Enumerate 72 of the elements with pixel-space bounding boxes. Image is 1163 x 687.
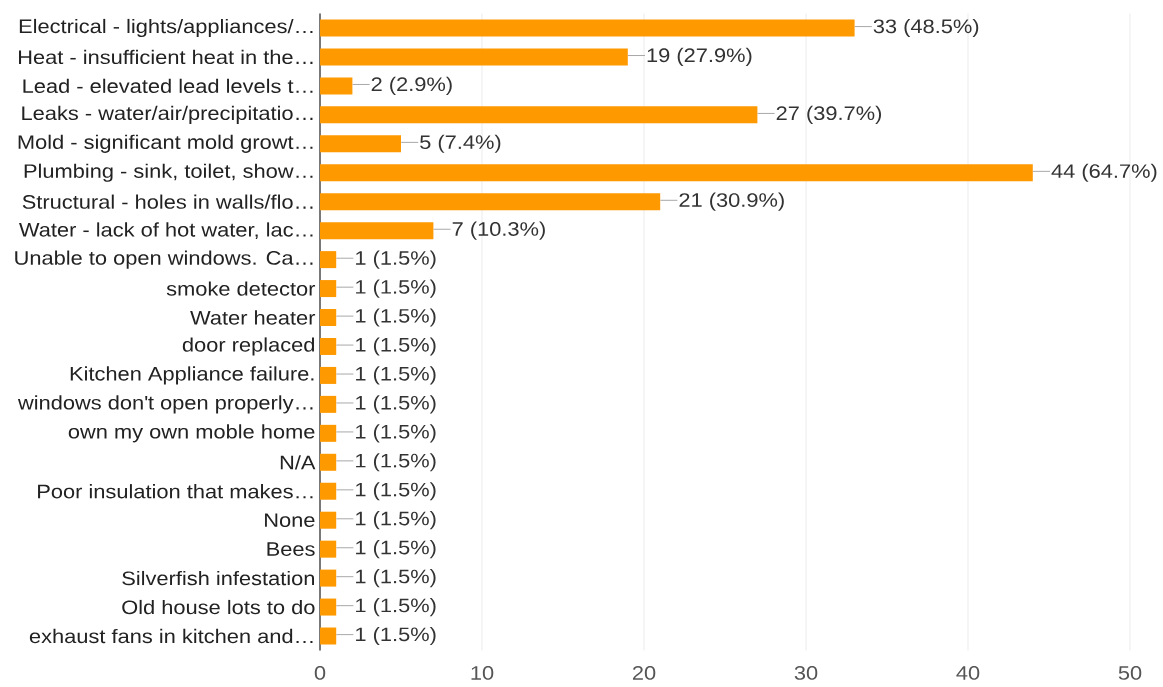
y-tick-label: Leaks - water/air/precipitatio…: [22, 105, 313, 124]
y-tick-label: N/A: [280, 455, 316, 470]
bar: [320, 19, 855, 37]
data-label: 7 (10.3%): [452, 221, 545, 240]
bar: [320, 482, 337, 500]
bar: [320, 251, 337, 269]
data-label: 1 (1.5%): [356, 597, 436, 617]
data-label: 1 (1.5%): [356, 395, 436, 414]
y-tick-label: Lead - elevated lead levels t…: [23, 78, 313, 94]
y-tick-label: Old house lots to do: [122, 599, 315, 615]
y-tick-label: Electrical - lights/appliances/…: [19, 18, 313, 38]
bar: [320, 540, 337, 558]
x-tick-label: 10: [471, 666, 494, 680]
data-label: 1 (1.5%): [356, 453, 436, 472]
y-tick-label: door replaced: [182, 337, 315, 356]
bar: [320, 193, 661, 211]
bar: [320, 453, 337, 471]
y-tick-label: own my own moble home: [68, 424, 315, 443]
bar: [320, 164, 1033, 182]
y-tick-label: Plumbing - sink, toilet, show…: [24, 163, 313, 182]
data-label: 1 (1.5%): [356, 626, 436, 646]
data-label: 1 (1.5%): [356, 511, 436, 530]
y-tick-label: windows don't open properly…: [17, 395, 313, 414]
bar: [320, 77, 353, 95]
bar: [320, 395, 337, 413]
data-label: 33 (48.5%): [873, 18, 979, 38]
data-label: 1 (1.5%): [356, 250, 436, 269]
data-label: 1 (1.5%): [356, 482, 436, 501]
y-tick-label: Water - lack of hot water, lac…: [19, 222, 313, 239]
y-tick-label: Heat - insufficient heat in the…: [19, 49, 313, 65]
y-tick-label: Unable to open windows. Ca…: [15, 250, 313, 269]
data-label: 1 (1.5%): [356, 424, 436, 443]
data-label: 2 (2.9%): [371, 76, 452, 95]
x-tick-label: 30: [794, 666, 818, 680]
y-tick-label: Mold - significant mold growt…: [18, 134, 313, 153]
y-tick-label: None: [265, 513, 315, 527]
y-tick-label: Poor insulation that makes…: [38, 484, 313, 499]
bar: [320, 280, 337, 298]
bar: [320, 48, 628, 66]
y-tick-label: Kitchen Appliance failure.: [70, 366, 314, 385]
bar: [320, 106, 758, 124]
data-label: 1 (1.5%): [356, 337, 436, 356]
data-label: 5 (7.4%): [420, 134, 501, 153]
y-tick-label: Bees: [267, 542, 315, 556]
x-tick-label: 40: [956, 666, 980, 680]
bar: [320, 135, 401, 153]
x-tick-label: 20: [632, 666, 656, 680]
y-tick-label: Water heater: [190, 310, 316, 325]
bar: [320, 366, 337, 384]
y-tick-label: Structural - holes in walls/flo…: [22, 194, 313, 209]
data-label: 21 (30.9%): [679, 192, 784, 211]
x-tick-label: 0: [314, 666, 326, 680]
data-label: 1 (1.5%): [356, 366, 436, 385]
bar: [320, 222, 434, 240]
data-label: 1 (1.5%): [356, 308, 436, 327]
y-tick-label: Silverfish infestation: [122, 570, 314, 586]
bar: [320, 627, 337, 645]
bar: [320, 511, 337, 529]
data-label: 19 (27.9%): [647, 47, 752, 67]
bar: [320, 598, 337, 616]
data-label: 44 (64.7%): [1051, 163, 1157, 182]
y-tick-label: smoke detector: [166, 281, 316, 296]
data-label: 27 (39.7%): [776, 105, 882, 124]
bar: [320, 424, 337, 442]
data-label: 1 (1.5%): [356, 279, 436, 298]
bar: [320, 569, 337, 587]
bar: [320, 337, 337, 355]
data-label: 1 (1.5%): [356, 569, 436, 588]
bar: [320, 309, 337, 327]
data-label: 1 (1.5%): [356, 540, 436, 559]
y-tick-label: exhaust fans in kitchen and…: [29, 628, 313, 644]
x-tick-label: 50: [1118, 666, 1142, 680]
